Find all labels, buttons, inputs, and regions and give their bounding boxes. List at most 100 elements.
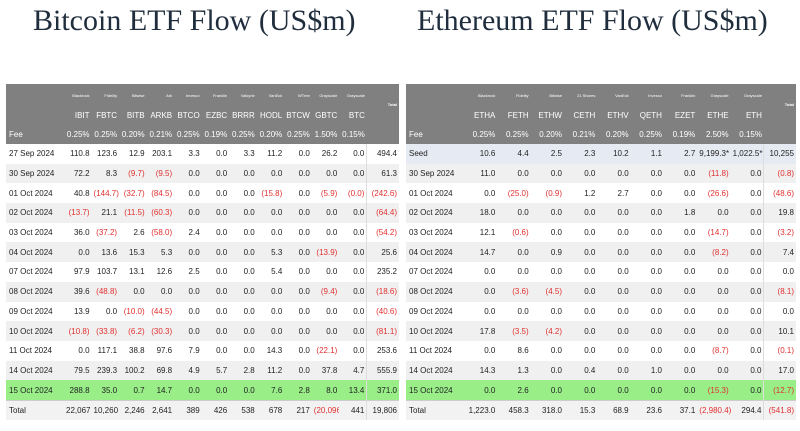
flow-cell: (60.3) — [146, 203, 175, 223]
flow-cell: 2.6 — [497, 380, 531, 401]
table-row: 10 Oct 2024 17.8 (3.5) (4.2) 0.0 0.0 0.0 0.0 0.0… — [406, 321, 796, 341]
flow-cell: 0.0 — [256, 281, 285, 302]
totals-cell: 538 — [229, 399, 257, 420]
flow-cell: 4.4 — [497, 144, 531, 164]
row-date: 30 Sep 2024 — [6, 163, 65, 184]
issuer-header: VanEck — [597, 84, 631, 106]
fee-total-cell — [763, 125, 796, 144]
row-total: 253.6 — [366, 340, 399, 361]
issuer-header: Blackrock — [464, 84, 498, 106]
flow-cell: 0.0 — [339, 340, 367, 361]
flow-cell: 0.0 — [229, 281, 257, 302]
ticker-header: IBIT — [64, 106, 92, 125]
flow-cell: 0.0 — [284, 340, 312, 361]
flow-cell: 0.0 — [256, 301, 285, 322]
issuer-header: VanEck — [256, 84, 285, 106]
flow-cell: (32.7) — [119, 183, 147, 204]
flow-cell: 0.0 — [630, 262, 664, 282]
flow-cell: 0.0 — [174, 281, 202, 302]
flow-cell: 0.0 — [339, 242, 367, 263]
row-total: 371.0 — [366, 380, 399, 401]
flow-cell: (8.7) — [697, 340, 731, 361]
flow-cell: 5.4 — [256, 262, 285, 282]
flow-cell: 21.1 — [91, 203, 120, 223]
flow-cell: 1.3 — [497, 360, 531, 381]
flow-cell: 0.0 — [730, 380, 764, 401]
flow-cell: (33.8) — [91, 321, 120, 341]
flow-cell: 0.0 — [284, 183, 312, 204]
flow-cell: 0.0 — [229, 301, 257, 322]
table-row: 01 Oct 2024 0.0 (25.0) (0.9) 1.2 2.7 0.0 0.0 (26… — [406, 183, 796, 204]
flow-cell: (0.0) — [339, 183, 367, 204]
ticker-header: ARKB — [146, 106, 175, 125]
row-total: 19.8 — [763, 203, 796, 223]
table-row: 08 Oct 2024 39.6 (48.8) 0.0 0.0 0.0 0.0 0.0 0.0 0… — [6, 281, 399, 302]
ticker-header: ETH — [730, 106, 764, 125]
flow-cell: 0.0 — [597, 321, 631, 341]
ticker-header: EZBC — [201, 106, 230, 125]
issuer-header: Grayscale — [311, 84, 340, 106]
eth-flow-table: Blackrock Fidelity Bitwise 21 Shares VanEck I… — [406, 84, 796, 420]
flow-cell: 14.3 — [464, 360, 498, 381]
flow-cell: 0.0 — [284, 262, 312, 282]
flow-cell: 0.0 — [174, 242, 202, 263]
ticker-header: ETHE — [697, 106, 731, 125]
flow-cell: 8.0 — [311, 380, 340, 401]
table-row: 07 Oct 2024 97.9 103.7 13.1 12.6 2.5 0.0 0.0 5.4… — [6, 262, 399, 282]
totals-cell: 2,246 — [119, 399, 147, 420]
table-row: 30 Sep 2024 11.0 0.0 0.0 0.0 0.0 0.0 0.0 (11.8) 0… — [406, 163, 796, 184]
flow-cell: 0.0 — [597, 203, 631, 223]
flow-cell: 17.8 — [464, 321, 498, 341]
table-row: 14 Oct 2024 14.3 1.3 0.0 0.4 0.0 1.0 0.0 0.0 0.0 1… — [406, 360, 796, 381]
fee-cell: 0.19% — [201, 125, 230, 144]
ticker-header: HODL — [256, 106, 285, 125]
flow-cell: 0.0 — [663, 301, 698, 322]
flow-cell: 0.0 — [464, 281, 498, 302]
flow-cell: 0.0 — [697, 281, 731, 302]
flow-cell: 0.0 — [597, 242, 631, 263]
btc-title: Bitcoin ETF Flow (US$m) — [33, 4, 356, 37]
fee-cell: 0.25% — [229, 125, 257, 144]
flow-cell: 97.9 — [64, 262, 92, 282]
row-date: 11 Oct 2024 — [406, 340, 464, 361]
flow-cell: 0.0 — [597, 360, 631, 381]
totals-cell: 217 — [284, 399, 312, 420]
flow-cell: (9.7) — [119, 163, 147, 184]
flow-cell: 0.0 — [563, 340, 598, 361]
flow-cell: 37.8 — [311, 360, 340, 381]
ticker-header: ETHA — [464, 106, 498, 125]
flow-cell: 26.2 — [311, 144, 340, 164]
flow-cell: 0.0 — [530, 222, 564, 243]
issuer-header: WTree — [284, 84, 312, 106]
ticker-header: FBTC — [91, 106, 120, 125]
row-total: (12.7) — [763, 380, 796, 401]
flow-cell: 0.0 — [464, 340, 498, 361]
flow-cell: 2.6 — [119, 222, 147, 243]
totals-cell: 15.3 — [563, 399, 598, 420]
table-row: 15 Oct 2024 288.8 35.0 0.7 14.7 0.0 0.0 0.0 7.6 2… — [6, 380, 399, 401]
ticker-header: BTCO — [174, 106, 202, 125]
issuer-header: Franklin — [663, 84, 698, 106]
row-date: 15 Oct 2024 — [406, 380, 464, 401]
flow-cell: 1.2 — [563, 183, 598, 204]
fee-cell: 0.21% — [146, 125, 175, 144]
flow-cell: 13.4 — [339, 380, 367, 401]
flow-cell: 0.0 — [229, 340, 257, 361]
flow-cell: 0.0 — [697, 203, 731, 223]
flow-cell: 0.0 — [201, 301, 230, 322]
flow-cell: 0.0 — [630, 321, 664, 341]
table-row: 09 Oct 2024 13.9 0.0 (10.0) (44.5) 0.0 0.0 0.0 0… — [6, 301, 399, 322]
issuer-header: Bitwise — [530, 84, 564, 106]
flow-cell: 0.0 — [730, 222, 764, 243]
flow-cell: (22.1) — [311, 340, 340, 361]
flow-cell: 0.0 — [201, 242, 230, 263]
fee-label: Fee — [406, 125, 464, 144]
flow-cell: 203.1 — [146, 144, 175, 164]
row-date: 07 Oct 2024 — [406, 262, 464, 282]
table-row: 04 Oct 2024 14.7 0.0 0.9 0.0 0.0 0.0 0.0 (8.2) 0.… — [406, 242, 796, 263]
row-date: 08 Oct 2024 — [6, 281, 65, 302]
flow-cell: 0.0 — [119, 281, 147, 302]
flow-cell: 0.0 — [597, 340, 631, 361]
flow-cell: 4.7 — [339, 360, 367, 381]
flow-cell: 0.0 — [563, 380, 598, 401]
